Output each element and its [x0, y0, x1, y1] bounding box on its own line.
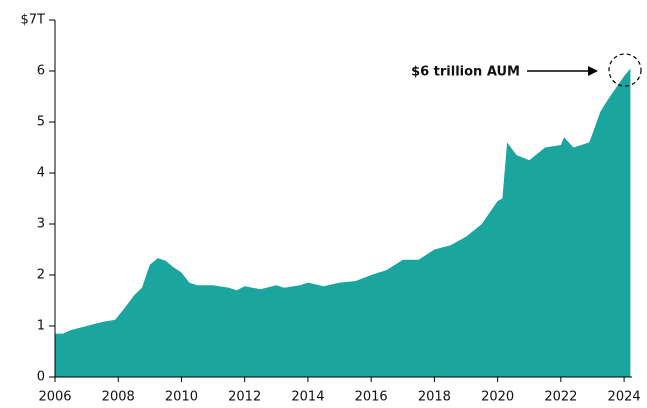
y-tick-label: 1: [37, 319, 45, 334]
x-tick-label: 2022: [544, 390, 577, 405]
x-tick-label: 2010: [165, 390, 198, 405]
y-tick-label: 3: [37, 217, 45, 232]
y-tick-label: 0: [37, 370, 45, 385]
y-tick-label: $7T: [21, 13, 46, 28]
y-tick-label: 5: [37, 115, 45, 130]
x-tick-label: 2018: [418, 390, 451, 405]
y-tick-label: 2: [37, 268, 45, 283]
x-tick-label: 2016: [355, 390, 388, 405]
highlight-circle: [608, 53, 642, 87]
x-tick-label: 2020: [481, 390, 514, 405]
y-tick-label: 6: [37, 64, 45, 79]
arrow-head: [588, 66, 598, 76]
annotation: $6 trillion AUM: [411, 65, 520, 80]
y-tick-label: 4: [37, 166, 45, 181]
x-tick-label: 2014: [291, 390, 324, 405]
x-tick-label: 2006: [38, 390, 71, 405]
x-tick-label: 2008: [102, 390, 135, 405]
x-tick-label: 2012: [228, 390, 261, 405]
x-tick-label: 2024: [608, 390, 641, 405]
area: [55, 68, 631, 377]
